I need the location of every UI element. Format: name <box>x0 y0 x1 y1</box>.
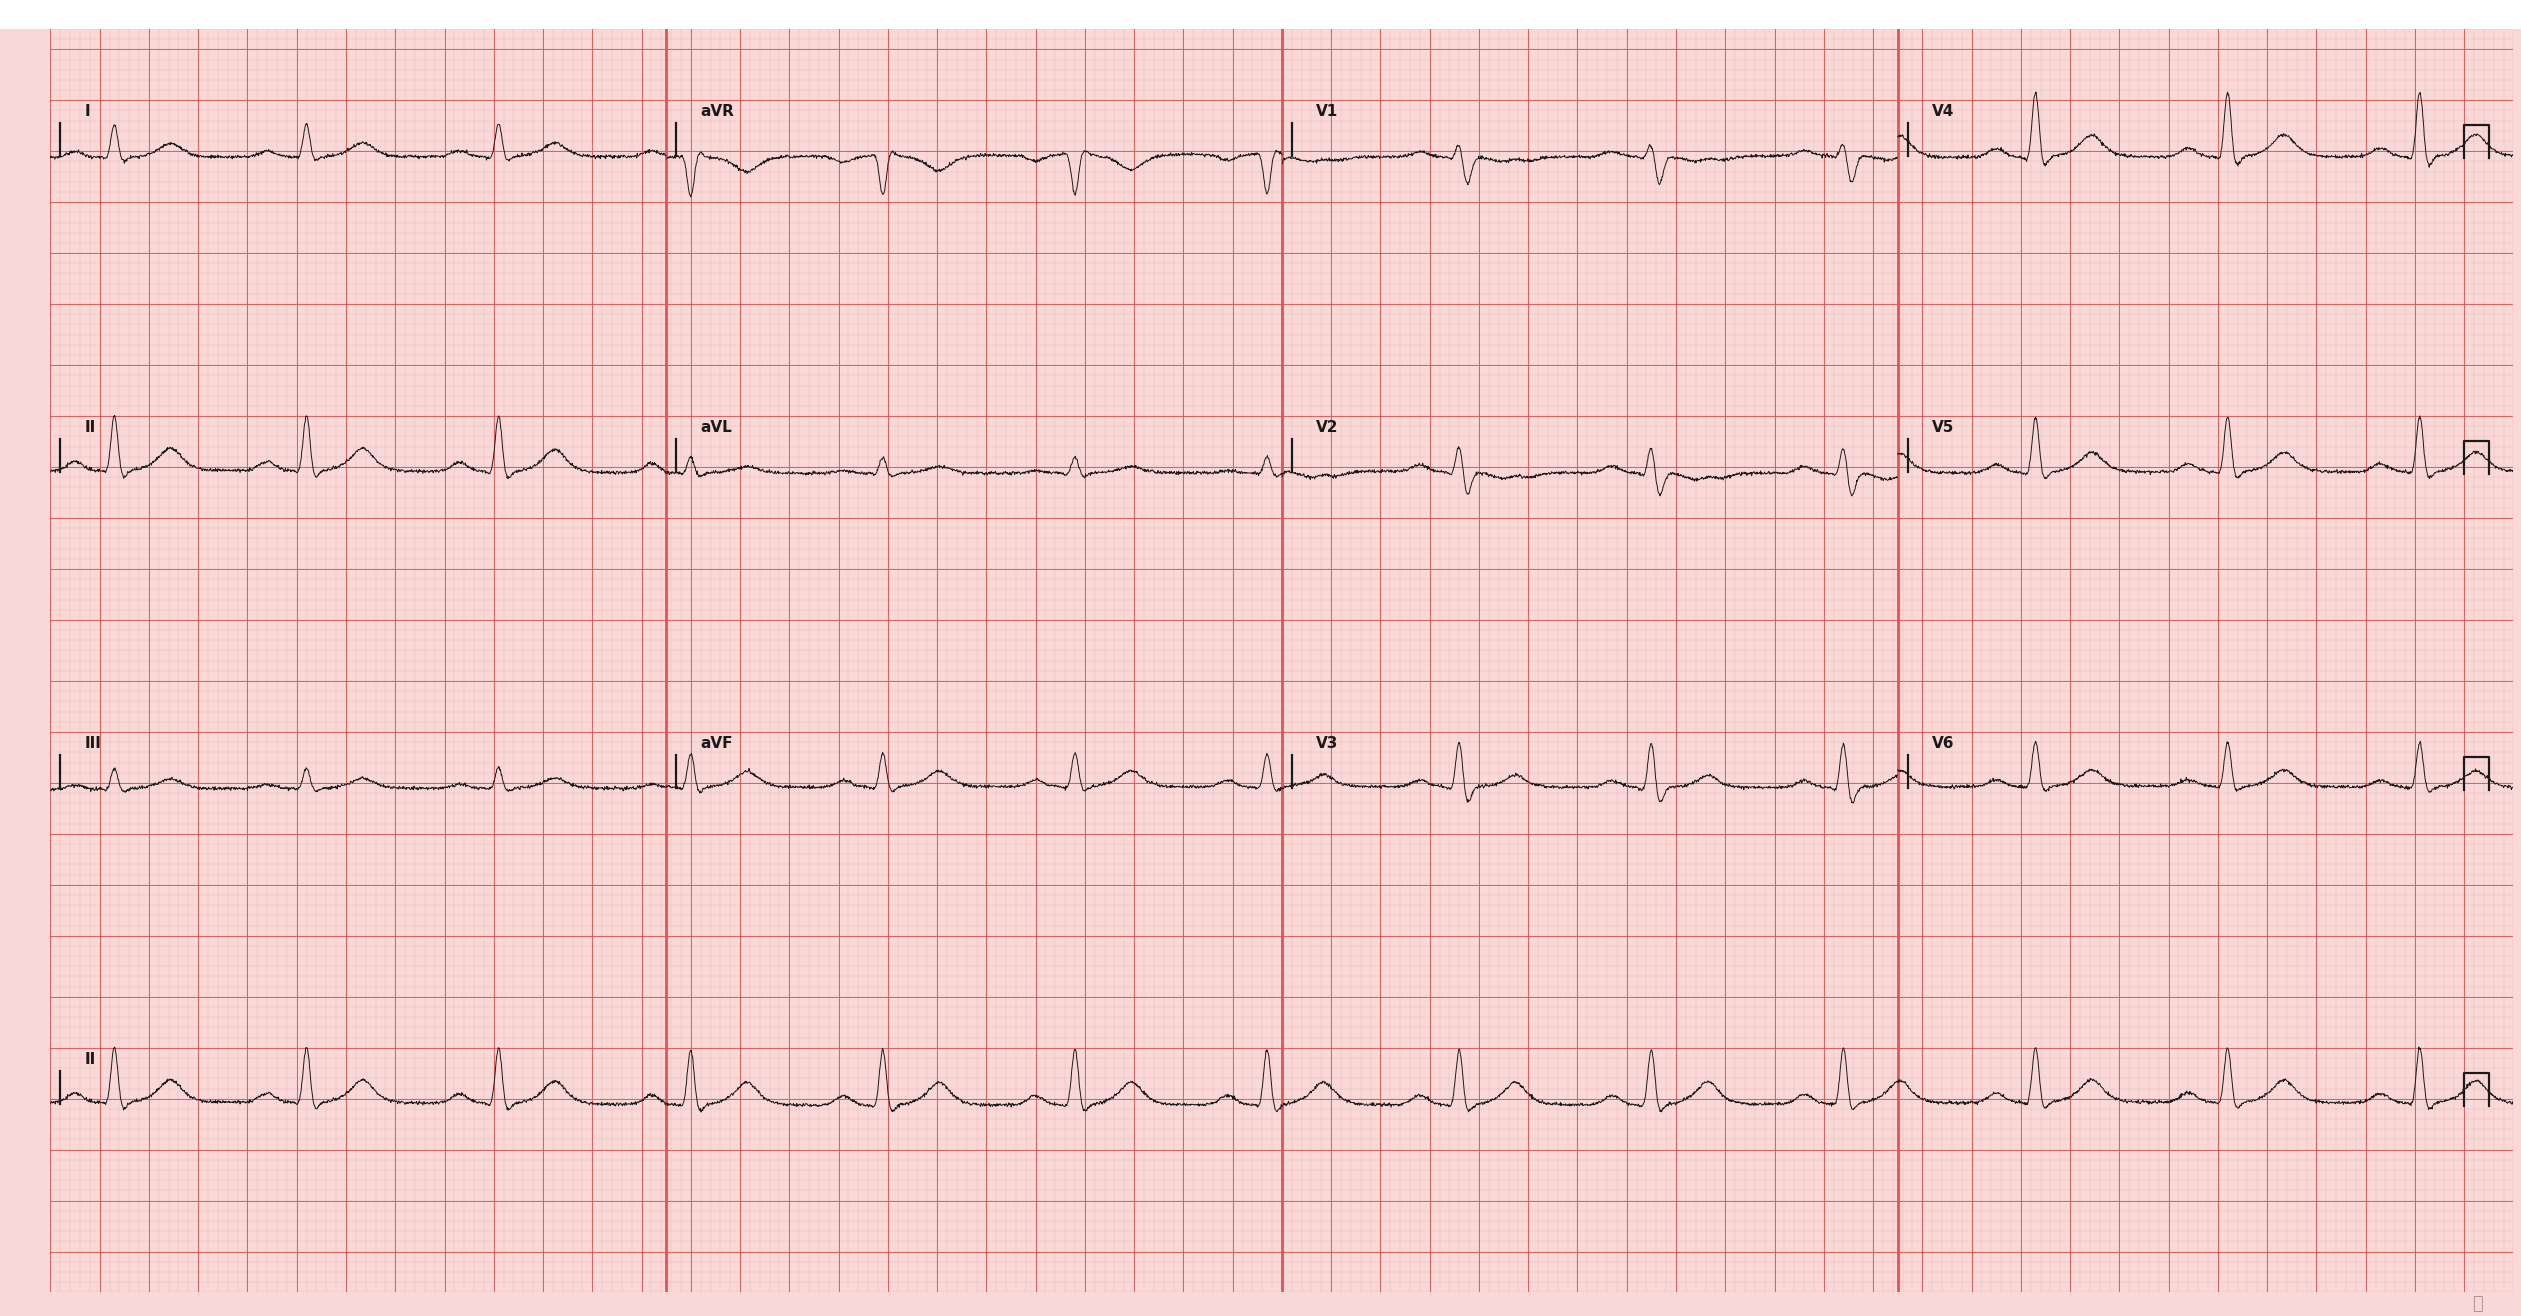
Text: I: I <box>86 104 91 120</box>
Text: aVL: aVL <box>701 420 734 436</box>
Text: V6: V6 <box>1931 736 1954 751</box>
Text: V4: V4 <box>1931 104 1954 120</box>
Text: V5: V5 <box>1931 420 1954 436</box>
Text: aVR: aVR <box>701 104 734 120</box>
Text: II: II <box>86 420 96 436</box>
Text: aVF: aVF <box>701 736 734 751</box>
Text: III: III <box>86 736 101 751</box>
Text: 🦅: 🦅 <box>2473 1295 2483 1313</box>
Text: II: II <box>86 1051 96 1067</box>
Text: V1: V1 <box>1316 104 1339 120</box>
Text: V2: V2 <box>1316 420 1339 436</box>
Text: V3: V3 <box>1316 736 1339 751</box>
